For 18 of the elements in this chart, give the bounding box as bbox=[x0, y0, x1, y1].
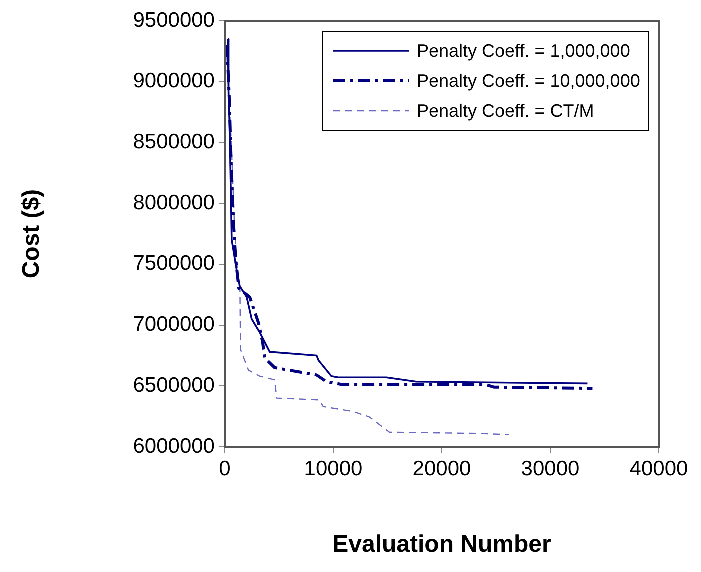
x-tick-label: 20000 bbox=[412, 457, 472, 480]
x-axis-title: Evaluation Number bbox=[332, 531, 552, 558]
y-tick-label: 9500000 bbox=[133, 8, 215, 32]
legend-label: Penalty Coeff. = 1,000,000 bbox=[417, 40, 630, 62]
y-tick-label: 9000000 bbox=[133, 70, 215, 93]
y-tick-label: 6500000 bbox=[133, 374, 215, 397]
x-tick-label: 30000 bbox=[521, 457, 580, 480]
y-tick-label: 8500000 bbox=[133, 130, 215, 154]
legend-label: Penalty Coeff. = CT/M bbox=[417, 100, 594, 122]
x-tick-label: 0 bbox=[219, 457, 231, 480]
y-tick-label: 8000000 bbox=[133, 191, 215, 214]
x-tick-label: 40000 bbox=[630, 457, 688, 480]
y-tick-label: 7500000 bbox=[133, 252, 215, 276]
y-tick-label: 7000000 bbox=[133, 313, 215, 336]
y-tick-label: 6000000 bbox=[133, 434, 215, 458]
x-tick-label: 10000 bbox=[304, 457, 363, 480]
legend-label: Penalty Coeff. = 10,000,000 bbox=[417, 70, 640, 92]
y-axis-title: Cost ($) bbox=[18, 189, 46, 279]
